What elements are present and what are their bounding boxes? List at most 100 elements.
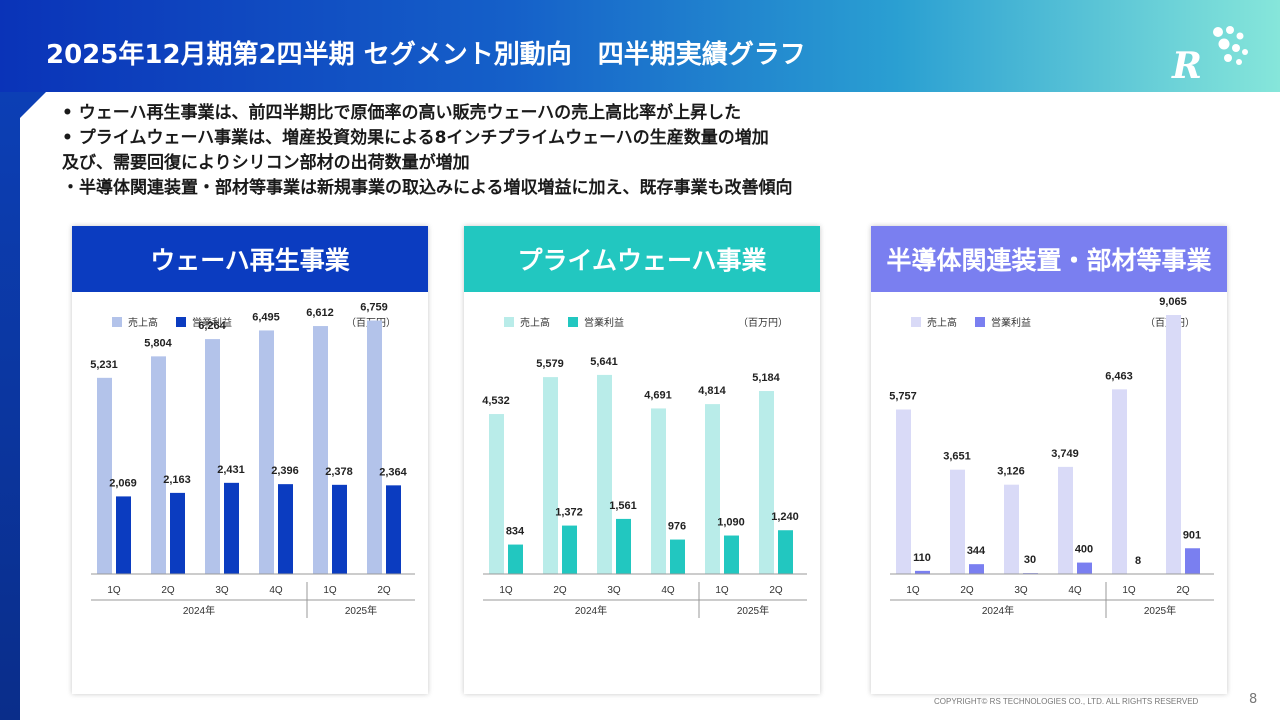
data-label-profit: 344 <box>967 545 986 557</box>
summary-bullets: • ウェーハ再生事業は、前四半期比で原価率の高い販売ウェーハの売上高比率が上昇し… <box>62 101 1242 201</box>
chart-panel-semiconductor-equipment: 半導体関連装置・部材等事業 売上高営業利益（百万円）5,7571101Q3,65… <box>871 226 1227 694</box>
legend-swatch <box>504 317 514 327</box>
bar-sales <box>705 404 720 574</box>
bullet-line: • プライムウェーハ事業は、増産投資効果による8インチプライムウェーハの生産数量… <box>62 128 769 148</box>
bar-sales <box>950 469 965 574</box>
bar-profit <box>224 482 239 574</box>
data-label-sales: 5,231 <box>90 359 118 371</box>
bar-sales <box>543 377 558 574</box>
chart-panel-prime-wafer: プライムウェーハ事業 売上高 営業利益 （百万円） 4,532 834 1Q 5,579 1,… <box>464 226 820 694</box>
x-group-label: 2024年 <box>982 604 1014 617</box>
data-label-profit: 834 <box>506 526 525 538</box>
slide-title: 2025年12月期第2四半期 セグメント別動向 四半期実績グラフ <box>46 40 806 70</box>
bar-profit <box>1185 548 1200 574</box>
bar-profit <box>778 530 793 574</box>
bar-chart-wafer-recycle: 売上高営業利益（百万円）5,2312,0691Q5,8042,1632Q6,26… <box>90 302 415 618</box>
corner-wedge <box>20 92 46 118</box>
chart-legend: 売上高 営業利益 <box>504 316 624 329</box>
bar-sales <box>651 408 666 574</box>
data-label-profit: 1,240 <box>771 511 799 523</box>
bar-sales <box>489 414 504 574</box>
left-accent-band <box>0 92 20 720</box>
data-label-profit: 1,372 <box>555 507 583 519</box>
bar-profit <box>170 492 185 574</box>
bar-sales <box>313 326 328 574</box>
x-group-label: 2024年 <box>575 604 607 617</box>
data-label-profit: 1,561 <box>609 500 637 512</box>
bar-profit <box>278 484 293 574</box>
x-group-label: 2025年 <box>1144 604 1176 617</box>
data-label-sales: 3,749 <box>1051 448 1079 460</box>
x-tick-label: 2Q <box>377 585 391 596</box>
data-label-sales: 3,126 <box>997 466 1025 478</box>
data-label-profit: 110 <box>913 552 931 564</box>
bar-sales <box>896 409 911 574</box>
x-tick-label: 2Q <box>553 585 567 596</box>
legend-label: 売上高 <box>520 316 550 329</box>
data-label-sales: 6,495 <box>252 311 280 323</box>
bar-sales <box>259 330 274 574</box>
bar-sales <box>205 339 220 574</box>
data-label-sales: 6,264 <box>198 320 226 332</box>
data-label-sales: 5,184 <box>752 372 780 384</box>
data-label-profit: 30 <box>1024 554 1036 566</box>
bar-sales <box>1058 466 1073 574</box>
x-tick-label: 4Q <box>269 585 283 596</box>
data-label-profit: 8 <box>1135 555 1141 567</box>
bar-sales <box>597 374 612 574</box>
data-label-profit: 2,163 <box>163 474 191 486</box>
data-label-sales: 5,579 <box>536 358 564 370</box>
bar-profit <box>386 485 401 574</box>
bar-chart-semiconductor-equipment: 売上高営業利益（百万円）5,7571101Q3,6513442Q3,126303… <box>889 296 1214 618</box>
bar-sales <box>1004 484 1019 574</box>
legend-swatch <box>176 317 186 327</box>
x-tick-label: 2Q <box>769 585 783 596</box>
data-label-sales: 6,463 <box>1105 370 1133 382</box>
x-tick-label: 3Q <box>215 585 229 596</box>
data-label-sales: 5,641 <box>590 356 618 368</box>
data-label-profit: 2,364 <box>379 466 407 478</box>
legend-label: 営業利益 <box>991 316 1031 329</box>
bar-profit <box>915 570 930 574</box>
data-label-sales: 5,757 <box>889 391 917 403</box>
legend-swatch <box>112 317 122 327</box>
bullet-line: ・半導体関連装置・部材等事業は新規事業の取込みによる増収増益に加え、既存事業も改… <box>62 178 793 198</box>
x-group-label: 2025年 <box>345 604 377 617</box>
data-label-profit: 976 <box>668 521 686 533</box>
data-label-sales: 5,804 <box>144 337 172 349</box>
x-tick-label: 2Q <box>960 585 974 596</box>
x-tick-label: 3Q <box>1014 585 1028 596</box>
x-tick-label: 2Q <box>1176 585 1190 596</box>
legend-label: 営業利益 <box>584 316 624 329</box>
x-tick-label: 1Q <box>906 585 920 596</box>
data-label-sales: 6,759 <box>360 302 388 314</box>
bar-sales <box>1166 315 1181 574</box>
x-tick-label: 1Q <box>107 585 121 596</box>
copyright-notice: COPYRIGHT© RS TECHNOLOGIES CO., LTD. ALL… <box>934 697 1199 706</box>
bar-profit <box>1077 562 1092 574</box>
x-group-label: 2025年 <box>737 604 769 617</box>
x-group-label: 2024年 <box>183 604 215 617</box>
data-label-sales: 4,814 <box>698 385 726 397</box>
bar-sales <box>759 391 774 574</box>
bar-profit <box>969 564 984 574</box>
bar-profit <box>670 539 685 574</box>
bullet-line: 及び、需要回復によりシリコン部材の出荷数量が増加 <box>62 153 470 173</box>
data-label-sales: 3,651 <box>943 451 971 463</box>
data-label-sales: 6,612 <box>306 307 334 319</box>
data-label-profit: 2,069 <box>109 477 137 489</box>
legend-label: 営業利益 <box>192 316 232 329</box>
data-label-profit: 2,431 <box>217 464 245 476</box>
chart-legend: 売上高 営業利益 <box>112 316 232 329</box>
logo-letter: R <box>1171 45 1202 84</box>
bullet-line: • ウェーハ再生事業は、前四半期比で原価率の高い販売ウェーハの売上高比率が上昇し… <box>62 103 742 123</box>
data-label-sales: 9,065 <box>1159 296 1187 308</box>
legend-swatch <box>911 317 921 327</box>
slide-header: 2025年12月期第2四半期 セグメント別動向 四半期実績グラフ R <box>0 0 1280 92</box>
legend-label: 売上高 <box>128 316 158 329</box>
data-label-profit: 2,378 <box>325 466 353 478</box>
x-tick-label: 1Q <box>499 585 513 596</box>
bar-chart-prime-wafer: 売上高 営業利益 （百万円） 4,532 834 1Q 5,579 1,372 2Q 5,641 1… <box>482 316 807 618</box>
x-tick-label: 2Q <box>161 585 175 596</box>
data-label-profit: 2,396 <box>271 465 299 477</box>
